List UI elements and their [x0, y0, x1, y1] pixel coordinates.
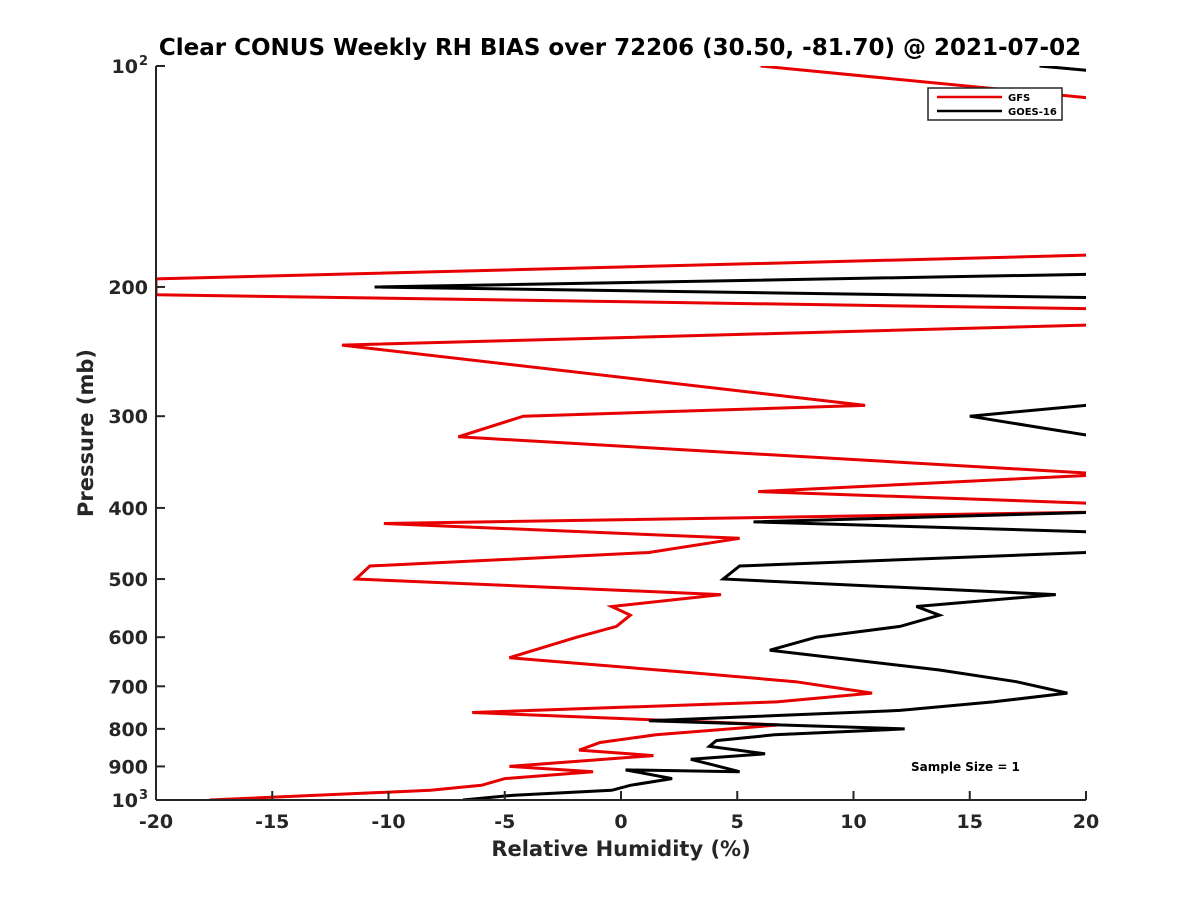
y-tick-label: 10: [112, 56, 138, 78]
y-tick-label: 900: [108, 756, 148, 778]
y-tick-label: 10: [112, 790, 138, 812]
x-tick-label: -5: [494, 811, 515, 833]
y-tick-label: 700: [108, 676, 148, 698]
y-axis-label: Pressure (mb): [74, 349, 98, 517]
x-tick-label: -10: [371, 811, 405, 833]
legend-label-goes16: GOES-16: [1008, 107, 1057, 118]
series-layer: [156, 66, 1086, 800]
x-tick-label: 5: [731, 811, 744, 833]
x-tick-label: -20: [139, 811, 173, 833]
x-tick-label: 20: [1073, 811, 1099, 833]
chart-title: Clear CONUS Weekly RH BIAS over 72206 (3…: [159, 35, 1081, 61]
x-tick-label: 0: [614, 811, 627, 833]
y-tick-exponent: 3: [139, 788, 148, 803]
legend-box: [927, 87, 1063, 121]
y-tick-label: 300: [108, 406, 148, 428]
x-tick-label: 10: [840, 811, 866, 833]
sample-size-annotation: Sample Size = 1: [911, 760, 1020, 774]
y-tick-exponent: 2: [139, 54, 148, 69]
series-line-gfs: [156, 66, 1086, 800]
y-tick-label: 200: [108, 277, 148, 299]
legend: GFS GOES-16: [927, 87, 1063, 121]
x-axis-ticks: -20 -15 -10 -5 0 5 10 15 20: [139, 791, 1099, 833]
y-tick-label: 500: [108, 569, 148, 591]
legend-label-gfs: GFS: [1008, 93, 1030, 104]
plot-area: [156, 66, 1086, 800]
y-tick-label: 800: [108, 719, 148, 741]
x-axis-label: Relative Humidity (%): [491, 837, 750, 861]
y-tick-label: 400: [108, 498, 148, 520]
x-tick-label: 15: [957, 811, 983, 833]
series-line-goes16: [374, 66, 1086, 800]
x-tick-label: -15: [255, 811, 289, 833]
y-tick-label: 600: [108, 627, 148, 649]
